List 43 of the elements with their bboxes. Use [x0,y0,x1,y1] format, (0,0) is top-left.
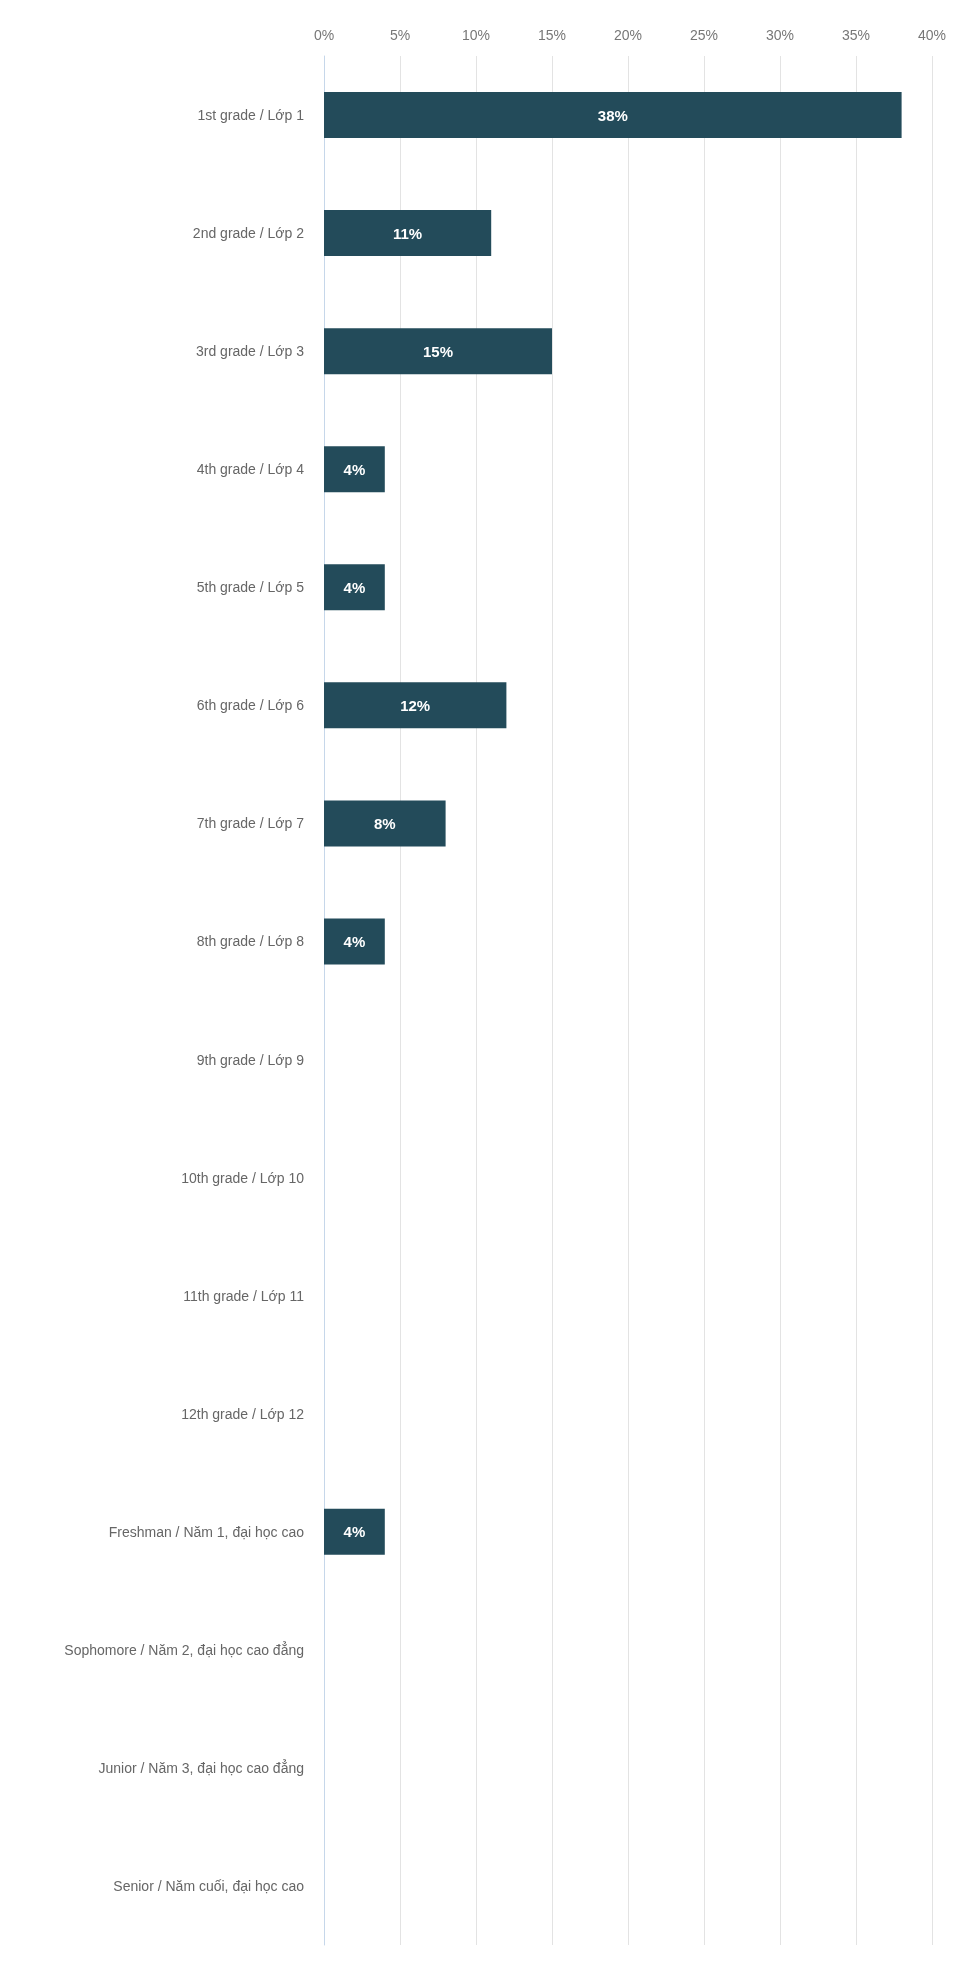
y-tick-label: 12th grade / Lớp 12 [181,1405,305,1422]
data-label: 11% [393,224,423,242]
x-tick-label: 25% [689,27,719,43]
x-tick-label: 30% [765,27,795,43]
x-tick-label: 0% [313,27,335,43]
bar [324,800,446,847]
bar [324,918,385,965]
data-label: 15% [422,342,454,360]
y-tick-label: 10th grade / Lớp 10 [181,1169,305,1186]
data-label: 12% [400,696,431,714]
y-tick-label: Freshman / Năm 1, đại học cao [108,1523,305,1540]
x-tick-label: 35% [841,27,871,43]
y-tick-label: Senior / Năm cuối, đại học cao [113,1877,305,1894]
data-label: 4% [343,932,366,950]
x-tick-label: 15% [537,27,567,43]
bar [324,92,902,139]
y-tick-label: Sophomore / Năm 2, đại học cao đẳng [64,1640,304,1658]
data-label: 4% [343,578,366,596]
y-tick-label: 7th grade / Lớp 7 [196,815,305,832]
bar [324,210,492,257]
data-label: 8% [373,814,396,832]
x-tick-label: 10% [461,27,491,43]
y-tick-label: 11th grade / Lớp 11 [183,1287,305,1304]
bar [324,1508,385,1555]
y-tick-label: 2nd grade / Lớp 2 [192,225,305,242]
y-tick-label: 8th grade / Lớp 8 [196,933,305,950]
y-tick-label: Junior / Năm 3, đại học cao đẳng [98,1758,304,1776]
y-tick-label: 4th grade / Lớp 4 [196,461,305,478]
y-tick-label: 6th grade / Lớp 6 [196,697,305,714]
data-label: 4% [343,1523,366,1541]
x-tick-label: 40% [917,27,947,43]
y-tick-label: 5th grade / Lớp 5 [196,579,305,596]
y-tick-label: 9th grade / Lớp 9 [196,1051,305,1068]
bar [324,682,507,729]
y-tick-label: 1st grade / Lớp 1 [197,107,305,124]
bar [324,446,385,493]
bar [324,328,552,375]
x-tick-label: 5% [389,27,411,43]
bar [324,564,385,611]
data-label: 4% [343,460,366,478]
x-tick-label: 20% [613,27,643,43]
data-label: 38% [597,106,628,124]
y-tick-label: 3rd grade / Lớp 3 [195,343,305,360]
